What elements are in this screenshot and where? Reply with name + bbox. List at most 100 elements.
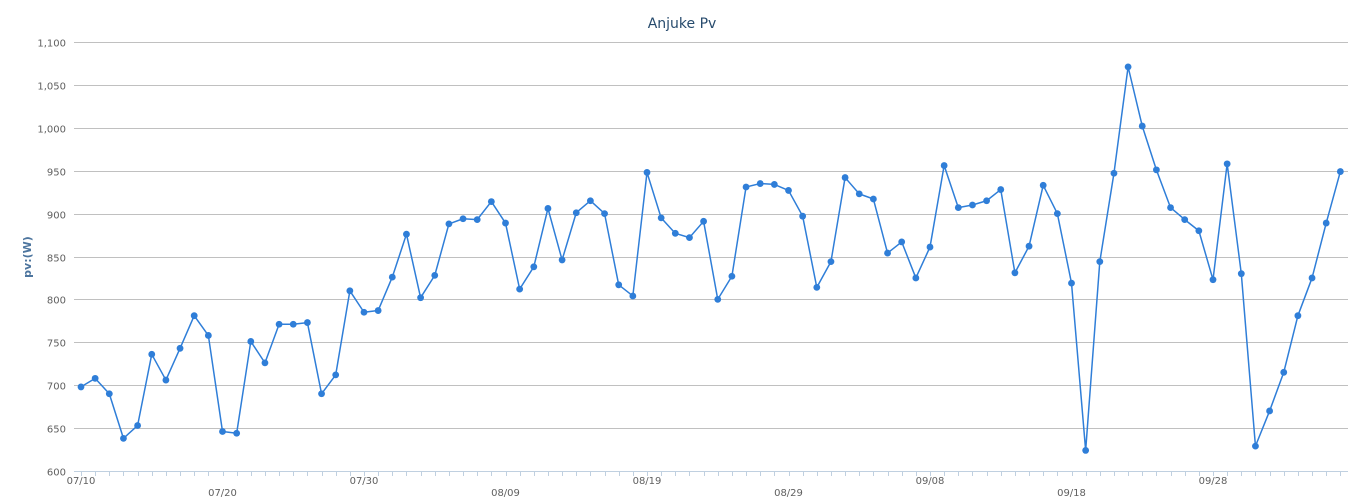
data-point[interactable]	[1280, 368, 1288, 376]
data-point[interactable]	[544, 205, 552, 212]
data-point[interactable]	[700, 217, 707, 225]
data-point[interactable]	[261, 359, 269, 367]
data-point[interactable]	[1266, 407, 1273, 415]
data-point[interactable]	[487, 198, 495, 205]
data-point[interactable]	[615, 281, 623, 289]
y-tick-label: 950	[47, 168, 66, 179]
data-point[interactable]	[884, 249, 891, 257]
data-point[interactable]	[445, 220, 453, 228]
data-point[interactable]	[289, 320, 297, 328]
data-point[interactable]	[516, 285, 524, 293]
data-point[interactable]	[247, 338, 255, 345]
data-point[interactable]	[417, 294, 424, 302]
data-point[interactable]	[1322, 219, 1330, 227]
data-point[interactable]	[332, 371, 340, 379]
data-point[interactable]	[190, 312, 198, 320]
data-point[interactable]	[1308, 274, 1316, 282]
data-point[interactable]	[969, 201, 976, 209]
data-point[interactable]	[1096, 258, 1104, 266]
data-point[interactable]	[473, 216, 481, 224]
data-point[interactable]	[558, 256, 566, 264]
data-point[interactable]	[785, 187, 792, 194]
data-point[interactable]	[1336, 168, 1344, 175]
data-point[interactable]	[502, 219, 509, 227]
data-point[interactable]	[1209, 276, 1217, 284]
data-point[interactable]	[1110, 169, 1118, 177]
data-point[interactable]	[304, 319, 311, 326]
data-point[interactable]	[374, 307, 382, 314]
y-tick-label: 1,100	[37, 39, 66, 50]
data-point[interactable]	[601, 210, 608, 218]
data-point[interactable]	[134, 422, 142, 429]
data-point[interactable]	[1294, 312, 1302, 320]
data-point[interactable]	[77, 383, 85, 391]
data-point[interactable]	[983, 197, 990, 205]
data-point[interactable]	[388, 273, 396, 281]
data-point[interactable]	[403, 230, 410, 238]
y-tick-label: 1,000	[37, 125, 66, 136]
data-point[interactable]	[1082, 447, 1090, 454]
data-point[interactable]	[105, 390, 113, 398]
x-axis: 07/10 07/20 07/30 08/09 08/19 08/29 09/08 09/18…	[67, 471, 1348, 499]
data-point[interactable]	[912, 274, 920, 282]
data-point[interactable]	[799, 212, 807, 220]
data-point[interactable]	[898, 238, 906, 246]
data-point[interactable]	[572, 209, 580, 217]
data-point[interactable]	[1153, 166, 1160, 174]
data-point[interactable]	[756, 180, 764, 187]
data-point[interactable]	[1053, 210, 1061, 218]
data-point[interactable]	[742, 183, 750, 191]
data-point[interactable]	[1039, 181, 1047, 189]
data-point[interactable]	[530, 263, 538, 271]
data-point[interactable]	[940, 162, 948, 169]
data-point[interactable]	[275, 320, 283, 328]
data-point[interactable]	[954, 204, 962, 211]
data-point[interactable]	[176, 344, 184, 352]
data-point[interactable]	[1252, 442, 1259, 450]
data-point[interactable]	[770, 181, 778, 188]
data-point[interactable]	[360, 308, 368, 316]
chart-title: Anjuke Pv	[648, 16, 717, 32]
data-point[interactable]	[1181, 216, 1189, 224]
data-point[interactable]	[657, 214, 665, 222]
data-point[interactable]	[1237, 270, 1245, 278]
data-point[interactable]	[813, 283, 821, 291]
data-point[interactable]	[1011, 269, 1019, 277]
data-point[interactable]	[459, 215, 467, 223]
y-tick-label: 800	[47, 296, 66, 307]
data-point[interactable]	[204, 332, 212, 339]
data-point[interactable]	[120, 435, 127, 442]
data-point[interactable]	[219, 428, 226, 435]
data-point[interactable]	[629, 292, 637, 300]
data-point[interactable]	[870, 195, 877, 203]
data-point[interactable]	[1124, 63, 1132, 71]
series-line	[80, 66, 1342, 452]
data-point[interactable]	[714, 296, 722, 303]
data-point[interactable]	[431, 271, 439, 279]
data-point[interactable]	[1223, 160, 1231, 168]
data-point[interactable]	[841, 174, 849, 181]
data-point[interactable]	[1138, 122, 1146, 130]
data-point[interactable]	[162, 376, 170, 384]
data-point[interactable]	[346, 287, 354, 295]
data-point[interactable]	[997, 186, 1005, 193]
data-point[interactable]	[91, 374, 99, 382]
data-point[interactable]	[827, 258, 835, 266]
data-point[interactable]	[728, 272, 736, 280]
data-point[interactable]	[1195, 227, 1203, 235]
data-point[interactable]	[318, 390, 325, 398]
data-point[interactable]	[926, 243, 934, 251]
data-point[interactable]	[643, 169, 651, 176]
data-point[interactable]	[587, 197, 594, 205]
data-point[interactable]	[1167, 204, 1174, 211]
x-tick-label: 09/08	[916, 476, 945, 487]
data-point[interactable]	[855, 190, 863, 198]
data-point[interactable]	[686, 234, 693, 242]
data-point[interactable]	[233, 429, 241, 437]
data-point[interactable]	[148, 350, 156, 358]
data-point[interactable]	[1025, 242, 1033, 250]
data-point[interactable]	[671, 229, 679, 237]
y-tick-label: 650	[47, 425, 66, 436]
data-point[interactable]	[1068, 279, 1075, 287]
